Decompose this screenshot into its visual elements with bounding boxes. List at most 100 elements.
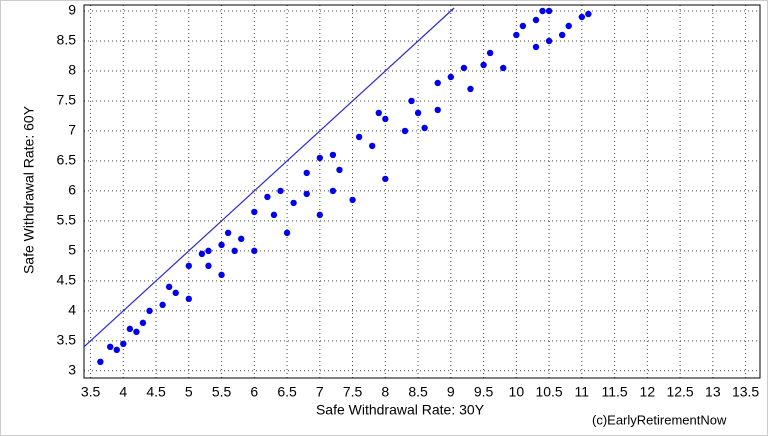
- y-tick-label: 9: [68, 2, 76, 18]
- x-tick-label: 5: [185, 384, 193, 400]
- point: [329, 151, 337, 159]
- point: [434, 79, 441, 87]
- point: [120, 340, 127, 348]
- point: [185, 262, 193, 270]
- x-tick-label: 6.5: [277, 384, 297, 400]
- point: [133, 328, 140, 336]
- point: [336, 166, 343, 174]
- y-tick-label: 8.5: [57, 32, 77, 48]
- point: [316, 154, 324, 162]
- x-tick-label: 3.5: [81, 384, 101, 400]
- point: [500, 64, 507, 72]
- point: [519, 22, 527, 30]
- point: [283, 229, 291, 237]
- point: [159, 301, 166, 309]
- point: [107, 343, 114, 351]
- point: [146, 307, 153, 315]
- point: [375, 109, 382, 117]
- x-tick-label: 10: [509, 384, 525, 400]
- plot-area: [84, 5, 760, 378]
- point: [329, 187, 337, 195]
- point: [218, 271, 225, 279]
- point: [205, 247, 212, 255]
- point: [165, 283, 173, 291]
- x-tick-label: 6: [250, 384, 258, 400]
- annotation: (c)EarlyRetirementNow: [592, 412, 727, 427]
- x-tick-label: 8.5: [408, 384, 428, 400]
- x-tick-label: 5.5: [212, 384, 232, 400]
- x-tick-label: 13.5: [732, 384, 759, 400]
- point: [532, 16, 540, 24]
- point: [238, 235, 245, 243]
- point: [349, 196, 356, 204]
- point: [565, 22, 572, 30]
- y-tick-label: 5.5: [57, 212, 77, 228]
- x-tick-label: 12: [640, 384, 656, 400]
- x-tick-label: 12.5: [666, 384, 693, 400]
- point: [231, 247, 238, 255]
- point: [303, 169, 310, 177]
- point: [251, 247, 258, 255]
- point: [545, 7, 553, 15]
- point: [316, 211, 324, 219]
- point: [277, 187, 284, 195]
- y-tick-label: 4: [68, 302, 76, 318]
- y-tick-label: 6: [68, 182, 76, 198]
- y-tick-label: 7.5: [57, 92, 77, 108]
- point: [303, 190, 310, 198]
- point: [421, 124, 428, 132]
- point: [198, 250, 206, 258]
- y-tick-label: 6.5: [57, 152, 77, 168]
- point: [414, 109, 422, 117]
- point: [355, 133, 363, 141]
- point: [251, 208, 258, 216]
- x-tick-label: 10.5: [535, 384, 562, 400]
- point: [224, 229, 232, 237]
- x-tick-label: 9: [447, 384, 455, 400]
- point: [513, 31, 520, 39]
- point: [382, 115, 389, 123]
- plot-border: [83, 4, 761, 379]
- y-tick-label: 8: [68, 62, 76, 78]
- point: [539, 7, 546, 15]
- x-tick-label: 13: [705, 384, 721, 400]
- x-axis-label: Safe Withdrawal Rate: 30Y: [316, 402, 485, 418]
- point: [558, 31, 566, 39]
- point: [97, 358, 104, 366]
- x-tick-label: 11: [575, 384, 590, 400]
- x-tick-label: 11.5: [601, 384, 627, 400]
- y-tick-label: 7: [68, 122, 76, 138]
- point: [408, 97, 415, 105]
- point: [545, 37, 553, 45]
- point: [270, 211, 278, 219]
- y-axis-label: Safe Withdrawal Rate: 60Y: [21, 105, 37, 274]
- point: [290, 199, 297, 207]
- point: [447, 73, 455, 81]
- point: [172, 289, 179, 297]
- point: [205, 262, 212, 270]
- y-tick-label: 5: [68, 242, 76, 258]
- point: [585, 10, 592, 18]
- reference-line: [83, 7, 455, 348]
- point: [434, 106, 441, 114]
- x-tick-label: 7: [316, 384, 324, 400]
- point: [369, 142, 376, 150]
- point: [480, 61, 487, 69]
- point: [113, 346, 120, 354]
- point: [139, 319, 147, 327]
- point: [382, 175, 389, 183]
- point: [578, 13, 586, 21]
- y-tick-label: 4.5: [57, 272, 77, 288]
- point: [126, 325, 134, 333]
- point: [467, 85, 474, 93]
- x-tick-label: 4.5: [146, 384, 166, 400]
- point: [460, 64, 468, 72]
- x-tick-label: 4: [119, 384, 127, 400]
- x-tick-label: 8: [381, 384, 389, 400]
- y-tick-label: 3: [68, 362, 76, 378]
- x-tick-label: 7.5: [343, 384, 363, 400]
- point: [185, 295, 193, 303]
- point: [532, 43, 540, 51]
- point: [218, 241, 225, 249]
